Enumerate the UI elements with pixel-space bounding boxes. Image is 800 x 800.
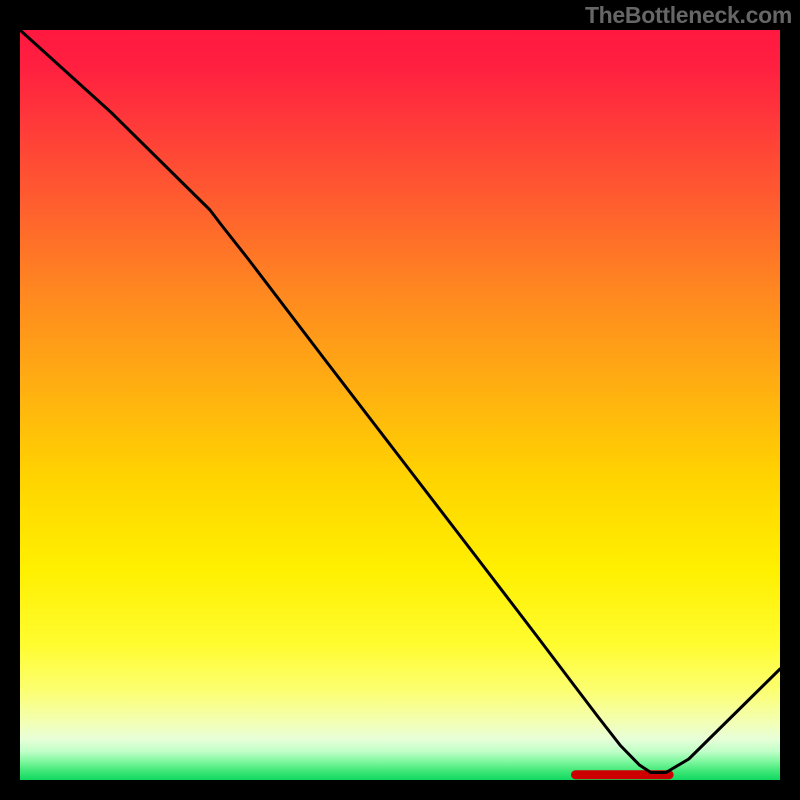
chart-canvas [0,0,800,800]
watermark-text: TheBottleneck.com [585,2,792,29]
chart-root: TheBottleneck.com [0,0,800,800]
plot-background [20,30,780,780]
